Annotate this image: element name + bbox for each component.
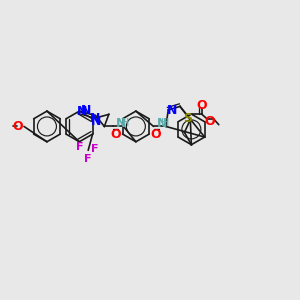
Text: O: O: [111, 128, 122, 141]
Text: S: S: [184, 112, 193, 125]
Text: N: N: [81, 104, 91, 117]
Text: N: N: [91, 115, 101, 128]
Text: F: F: [83, 154, 91, 164]
Text: O: O: [196, 99, 207, 112]
Text: N: N: [116, 117, 126, 130]
Text: O: O: [13, 120, 23, 133]
Text: F: F: [91, 144, 98, 154]
Text: N: N: [76, 105, 87, 118]
Text: H: H: [121, 118, 129, 128]
Text: H: H: [161, 118, 170, 128]
Text: F: F: [76, 142, 84, 152]
Text: N: N: [167, 104, 177, 117]
Text: N: N: [157, 117, 167, 130]
Text: O: O: [205, 115, 215, 128]
Text: O: O: [151, 128, 161, 141]
Text: N: N: [90, 112, 100, 125]
